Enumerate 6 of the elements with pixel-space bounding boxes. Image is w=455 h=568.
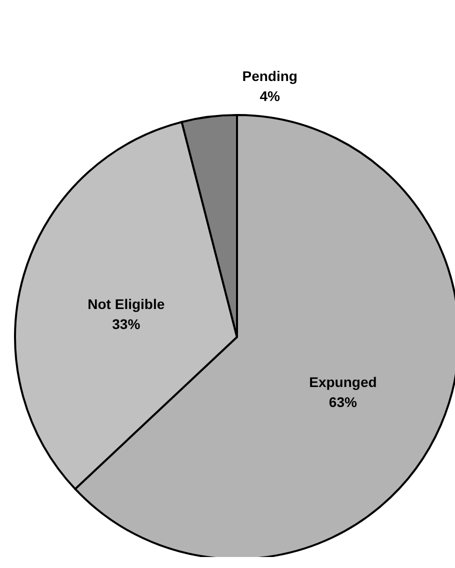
data-label: 63% — [328, 394, 358, 410]
data-label: 4% — [260, 88, 281, 104]
slice-label: Not Eligible — [88, 296, 165, 312]
data-label: 33% — [112, 316, 141, 332]
slice-label: Expunged — [309, 374, 377, 390]
slice-label: Pending — [242, 68, 298, 84]
